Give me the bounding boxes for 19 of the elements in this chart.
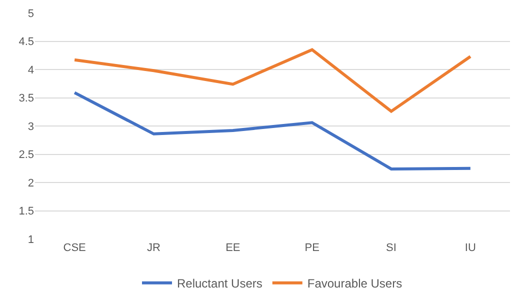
x-tick-label: CSE xyxy=(63,242,86,254)
y-tick-label: 3 xyxy=(28,120,34,133)
x-tick-label: PE xyxy=(304,242,320,254)
y-tick-label: 3.5 xyxy=(18,92,34,105)
x-tick-label: IU xyxy=(464,242,476,254)
y-tick-label: 1.5 xyxy=(18,206,34,218)
y-tick-label: 4 xyxy=(28,64,34,76)
y-tick-label: 5 xyxy=(28,8,34,20)
x-tick-label: SI xyxy=(386,242,396,254)
x-tick-label: JR xyxy=(147,242,161,254)
x-tick-label: EE xyxy=(226,242,240,254)
y-tick-label: 2.5 xyxy=(18,149,34,162)
legend-label: Reluctant Users xyxy=(177,276,262,291)
line-series xyxy=(73,48,472,113)
legend-label: Favourable Users xyxy=(307,276,402,291)
line-series xyxy=(73,91,472,170)
y-tick-label: 1 xyxy=(28,234,34,246)
y-tick-label: 2 xyxy=(28,177,34,190)
y-tick-label: 4.5 xyxy=(18,36,34,48)
